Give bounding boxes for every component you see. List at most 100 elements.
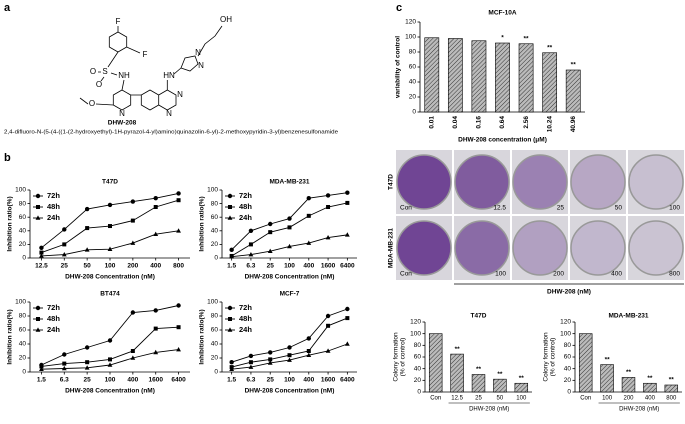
y-tick-label: 40 bbox=[414, 365, 422, 372]
legend-label: 24h bbox=[239, 325, 252, 334]
y-axis-label: (% of control) bbox=[400, 338, 407, 377]
bar bbox=[565, 69, 581, 113]
atom-label: N bbox=[177, 90, 183, 99]
x-tick-label: 0.01 bbox=[429, 116, 436, 129]
y-tick-label: 0 bbox=[214, 369, 218, 376]
axis-label: DHW-208 (nM) bbox=[547, 289, 591, 296]
legend-marker bbox=[227, 327, 233, 332]
x-tick-label: 200 bbox=[127, 263, 138, 270]
marker bbox=[267, 248, 273, 253]
marker bbox=[306, 240, 312, 245]
x-tick-label: 400 bbox=[645, 396, 656, 402]
x-tick-label: 100 bbox=[105, 377, 116, 384]
x-axis-label: DHW-208 (nM) bbox=[619, 407, 659, 413]
marker bbox=[345, 200, 350, 205]
atom-label: O bbox=[96, 80, 102, 89]
y-axis-label: Inhibition ratio(%) bbox=[7, 196, 14, 251]
marker bbox=[107, 338, 113, 343]
bond bbox=[180, 25, 223, 72]
legend-label: 48h bbox=[239, 314, 252, 323]
y-tick-label: 20 bbox=[564, 377, 572, 384]
legend-label: 48h bbox=[239, 202, 252, 211]
x-tick-label: 12.5 bbox=[451, 396, 463, 402]
well-label: Con bbox=[400, 205, 412, 212]
marker bbox=[107, 202, 113, 208]
bond bbox=[140, 67, 182, 111]
well bbox=[628, 220, 684, 276]
marker bbox=[345, 306, 350, 312]
significance: ** bbox=[626, 369, 632, 376]
well bbox=[628, 154, 684, 210]
marker bbox=[153, 349, 159, 355]
x-tick-label: 800 bbox=[666, 396, 677, 402]
marker bbox=[345, 316, 350, 321]
x-tick-label: 1600 bbox=[321, 377, 336, 384]
x-tick-label: 200 bbox=[623, 396, 634, 402]
atom-label: HN bbox=[163, 71, 175, 80]
atom-label: NH bbox=[118, 71, 130, 80]
well-photo bbox=[628, 150, 684, 214]
marker bbox=[108, 224, 112, 229]
y-tick-label: 20 bbox=[414, 377, 422, 384]
y-tick-label: 80 bbox=[211, 313, 219, 320]
well-label: 400 bbox=[611, 271, 622, 278]
marker bbox=[176, 191, 181, 196]
marker bbox=[153, 326, 158, 331]
series-line bbox=[41, 305, 179, 366]
y-tick-label: 80 bbox=[564, 342, 572, 349]
legend-label: 24h bbox=[47, 325, 60, 334]
marker bbox=[248, 242, 253, 247]
significance: * bbox=[501, 35, 504, 42]
well bbox=[454, 154, 510, 210]
bar bbox=[495, 42, 510, 113]
legend-label: 48h bbox=[47, 314, 60, 323]
marker bbox=[306, 213, 311, 218]
marker bbox=[85, 226, 90, 231]
legend-marker bbox=[228, 317, 232, 321]
x-tick-label: 100 bbox=[602, 396, 613, 402]
marker bbox=[306, 352, 312, 357]
marker bbox=[130, 218, 135, 223]
x-tick-label: 25 bbox=[267, 377, 275, 384]
well-label: 100 bbox=[495, 271, 506, 278]
atom-label: N bbox=[195, 48, 201, 57]
x-tick-label: 0.16 bbox=[476, 116, 483, 129]
bar bbox=[428, 333, 443, 393]
y-tick-label: 60 bbox=[19, 214, 27, 221]
x-tick-label: 0.64 bbox=[499, 116, 506, 129]
legend-label: 72h bbox=[239, 303, 252, 312]
x-tick-label: 6400 bbox=[340, 263, 355, 270]
y-tick-label: 0 bbox=[22, 369, 26, 376]
y-tick-label: 60 bbox=[414, 354, 422, 361]
well bbox=[570, 220, 626, 276]
marker bbox=[84, 247, 90, 252]
marker bbox=[39, 245, 44, 250]
well-photo bbox=[512, 216, 568, 280]
y-tick-label: 80 bbox=[409, 49, 417, 56]
y-tick-label: 100 bbox=[15, 299, 26, 306]
marker bbox=[248, 252, 254, 257]
marker bbox=[84, 206, 90, 212]
atom-label: N bbox=[198, 61, 204, 70]
y-tick-label: 60 bbox=[409, 64, 417, 71]
y-tick-label: 60 bbox=[211, 327, 219, 334]
significance: ** bbox=[647, 375, 653, 382]
atom-label: F bbox=[143, 50, 148, 59]
bond bbox=[79, 89, 142, 111]
legend-marker bbox=[35, 215, 41, 220]
marker bbox=[85, 360, 90, 365]
y-tick-label: 0 bbox=[567, 389, 571, 396]
y-axis-label: Inhibition ratio(%) bbox=[199, 196, 206, 251]
significance: ** bbox=[547, 44, 553, 51]
y-tick-label: 60 bbox=[211, 214, 219, 221]
x-tick-label: Con bbox=[580, 396, 591, 402]
marker bbox=[84, 345, 90, 350]
x-tick-label: 1600 bbox=[148, 377, 163, 384]
y-axis-label: Inhibition ratio(%) bbox=[7, 309, 14, 364]
y-tick-label: 40 bbox=[211, 341, 219, 348]
y-tick-label: 20 bbox=[211, 355, 219, 362]
well-label: 25 bbox=[557, 205, 565, 212]
chart-title: MDA-MB-231 bbox=[269, 179, 309, 186]
y-tick-label: 40 bbox=[564, 365, 572, 372]
marker bbox=[39, 250, 44, 255]
